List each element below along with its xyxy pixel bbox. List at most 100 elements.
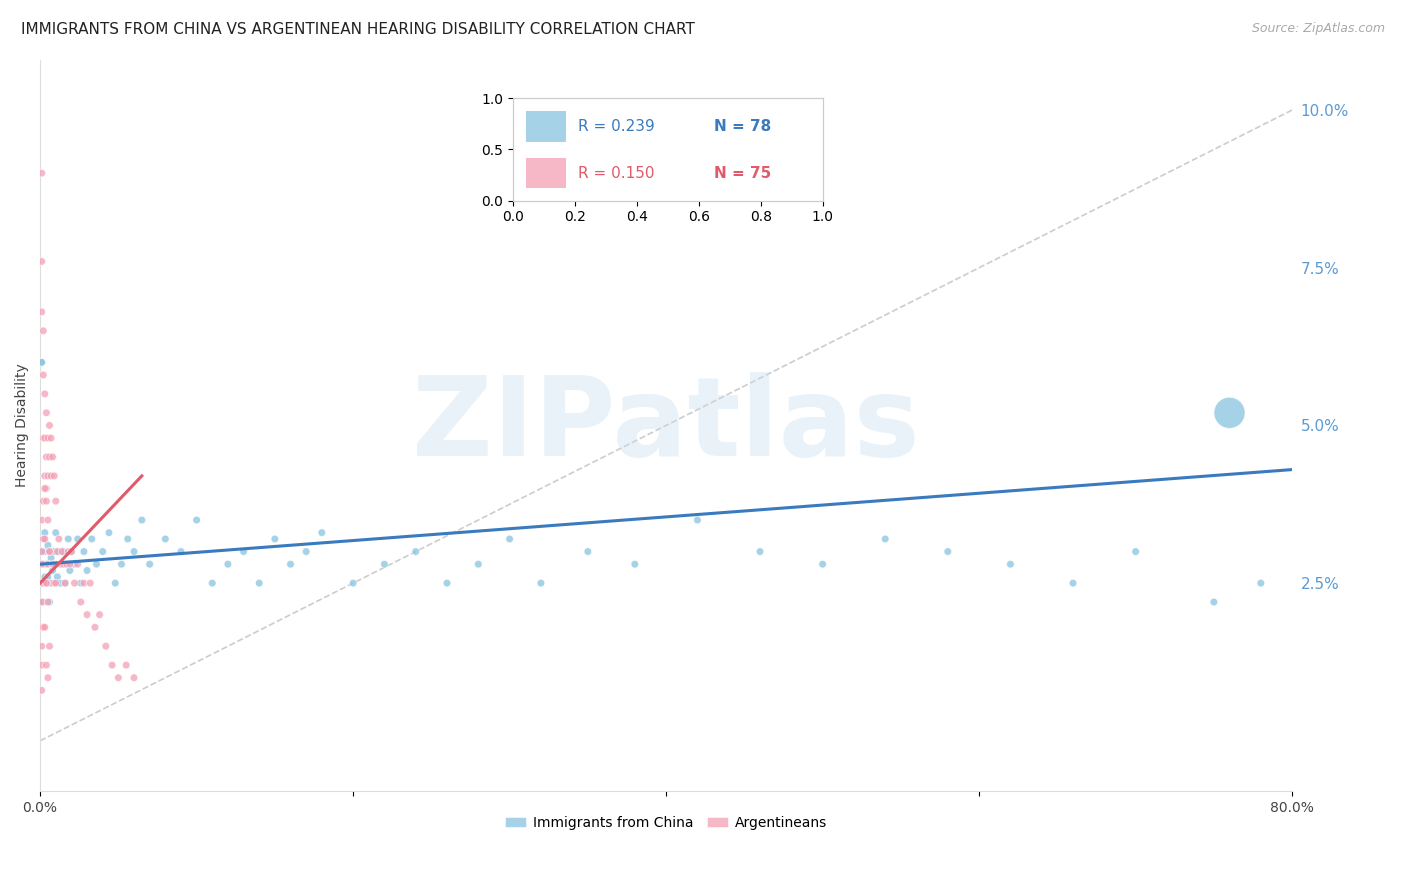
Point [34,620,56,634]
Point [46,570,69,584]
Point [52,544,75,558]
Point [38,639,60,653]
Point [35,450,58,464]
Point [32,431,55,445]
Point [31,166,53,180]
Point [94,639,117,653]
Point [51,558,73,572]
Point [53,576,76,591]
Point [39,431,62,445]
Point [76,607,98,622]
Point [73,544,96,558]
Point [32,324,55,338]
Point [45,525,67,540]
Point [38,544,60,558]
Point [131,513,153,527]
Point [60,544,83,558]
Point [32,494,55,508]
Point [37,431,59,445]
Point [31,658,53,673]
Point [749,544,772,558]
Point [53,576,76,591]
Point [35,658,58,673]
Point [34,532,56,546]
Point [32,620,55,634]
Point [31,595,53,609]
Point [811,558,834,572]
Point [31,558,53,572]
Point [32,576,55,591]
Point [138,558,160,572]
FancyBboxPatch shape [526,112,565,142]
Point [31,355,53,369]
Point [86,558,108,572]
Point [263,532,285,546]
Point [38,544,60,558]
Point [41,558,63,572]
Point [51,544,73,558]
Point [55,558,77,572]
Point [115,658,138,673]
Point [34,544,56,558]
Point [122,671,145,685]
Point [31,576,53,591]
Text: R = 0.150: R = 0.150 [578,166,655,180]
Point [49,558,72,572]
Point [31,544,53,558]
Point [76,564,98,578]
Point [1000,558,1022,572]
Point [405,544,427,558]
Point [101,658,124,673]
Point [80,532,103,546]
Point [936,544,959,558]
Point [31,620,53,634]
Point [35,406,58,420]
Point [217,558,239,572]
Point [467,558,489,572]
Point [1125,544,1147,558]
Point [44,469,66,483]
Point [58,532,80,546]
Point [98,525,121,540]
Point [34,558,56,572]
Point [686,513,709,527]
Point [122,544,145,558]
Text: Source: ZipAtlas.com: Source: ZipAtlas.com [1251,22,1385,36]
Y-axis label: Hearing Disability: Hearing Disability [15,364,30,487]
Point [1202,595,1225,609]
Point [31,513,53,527]
Point [66,532,89,546]
Point [117,532,139,546]
Point [37,595,59,609]
Point [32,595,55,609]
Point [32,368,55,382]
Point [110,558,132,572]
Point [35,576,58,591]
Point [37,570,59,584]
Point [34,431,56,445]
Point [46,544,69,558]
Point [37,513,59,527]
Point [186,513,208,527]
Point [875,532,897,546]
Point [48,532,70,546]
Point [32,532,55,546]
Point [63,576,86,591]
Point [39,576,62,591]
Point [45,576,67,591]
Point [58,544,80,558]
Point [41,564,63,578]
Text: ZIPatlas: ZIPatlas [412,372,920,479]
Point [35,576,58,591]
Point [48,544,70,558]
Point [34,469,56,483]
Text: N = 75: N = 75 [714,166,772,180]
Point [69,595,91,609]
Text: N = 78: N = 78 [714,120,772,135]
Point [32,532,55,546]
Text: R = 0.239: R = 0.239 [578,120,655,135]
Point [39,576,62,591]
Point [31,639,53,653]
Point [45,494,67,508]
Point [35,482,58,496]
